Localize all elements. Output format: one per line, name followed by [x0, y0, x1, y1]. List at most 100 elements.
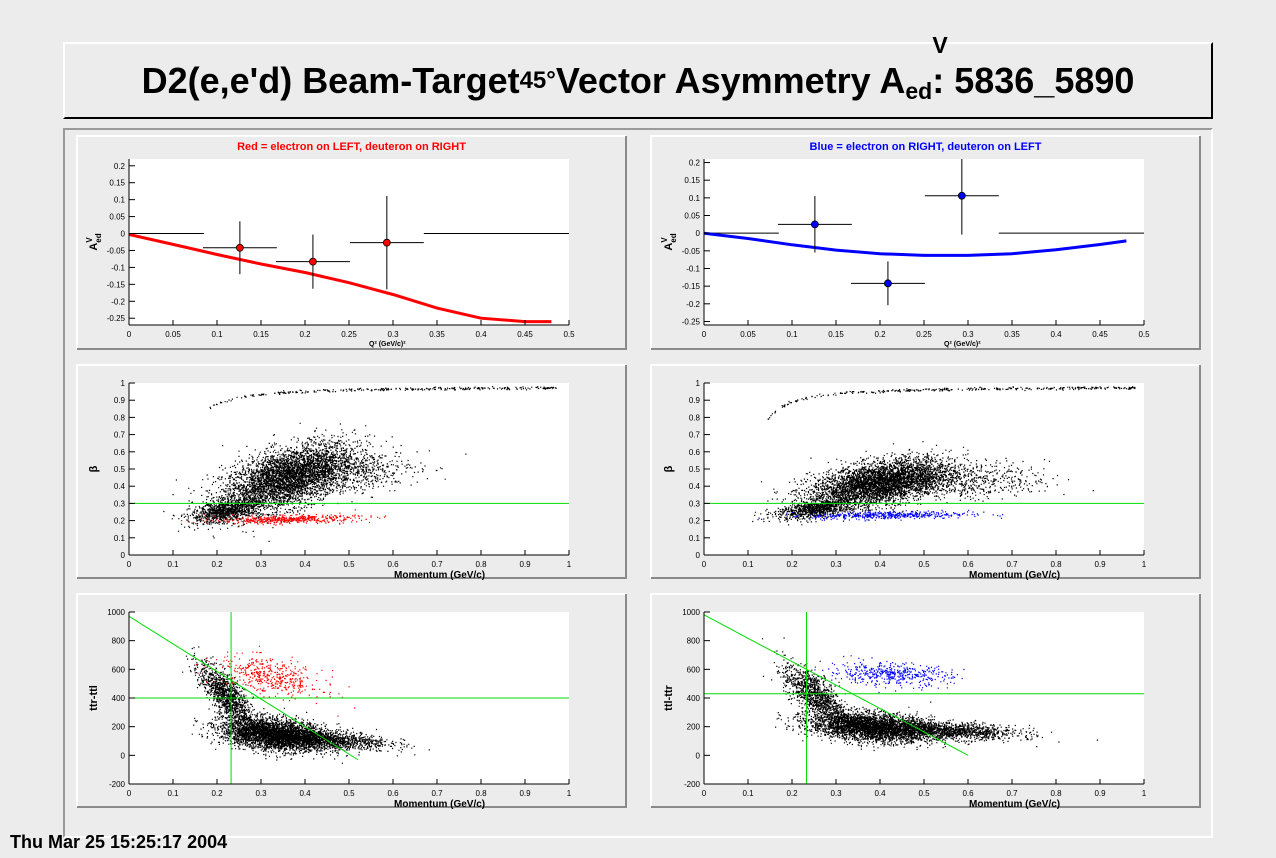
x-tick-label: 0.7: [1006, 560, 1018, 569]
y-tick-label: 600: [112, 665, 126, 674]
x-tick-label: 0.5: [563, 330, 575, 339]
x-tick-label: 0.2: [211, 560, 223, 569]
y-tick-label: -0.2: [686, 300, 700, 309]
y-tick-label: 0.2: [114, 517, 126, 526]
y-tick-label: 0.7: [114, 431, 126, 440]
x-tick-label: 0.45: [1092, 330, 1108, 339]
x-tick-label: 0.4: [299, 789, 311, 798]
page-title: D2(e,e'd) Beam-Target 45° Vector Asymmetr…: [63, 32, 1213, 119]
x-tick-label: 0.3: [830, 560, 842, 569]
y-tick-label: 0.1: [114, 534, 126, 543]
y-tick-label: 800: [112, 637, 126, 646]
y-tick-label: 0.1: [689, 534, 701, 543]
scatter-cloud-2: [222, 719, 430, 757]
y-axis-label: β: [663, 465, 675, 472]
y-tick-label: -0.2: [111, 297, 125, 306]
y-tick-label: 1000: [682, 608, 700, 617]
pad-bevel-light: [76, 135, 626, 349]
point-marker: [957, 191, 966, 200]
x-tick-label: 0.9: [1094, 789, 1106, 798]
x-tick-label: 1: [1142, 789, 1147, 798]
point-marker: [235, 243, 244, 252]
x-tick-label: 0.3: [387, 330, 399, 339]
x-tick-label: 0: [702, 330, 707, 339]
y-tick-label: -0.15: [107, 280, 126, 289]
cut-diagonal-0: [129, 615, 359, 761]
x-tick-label: 0.1: [742, 560, 754, 569]
plot-area: [704, 612, 1144, 784]
y-tick-label: 0.8: [114, 413, 126, 422]
title-prefix: D2(e,e'd) Beam-Target: [141, 59, 520, 101]
y-tick-label: 0.2: [689, 159, 701, 168]
x-axis-label: Momentum (GeV/c): [394, 570, 485, 581]
x-tick-label: 0.3: [962, 330, 974, 339]
chart-asym-left: 0 0.05 0.1 0.15 0.2 0.25 0.3 0.35 0.4 0.45 0.5 -0.2…: [76, 135, 627, 350]
y-axis-label: AVed: [660, 233, 678, 250]
x-tick-label: 0.9: [1094, 560, 1106, 569]
plot-contents: [129, 386, 569, 542]
pad-bevel-dark: [77, 594, 627, 808]
x-tick-label: 0.5: [343, 789, 355, 798]
x-tick-label: 0.9: [519, 789, 531, 798]
y-tick-label: 0.4: [689, 482, 701, 491]
x-tick-label: 0.3: [255, 789, 267, 798]
y-tick-label: 0.8: [689, 413, 701, 422]
x-tick-label: 1: [567, 560, 572, 569]
y-tick-label: 0: [696, 229, 701, 238]
y-tick-label: 0.2: [689, 517, 701, 526]
y-tick-label: 0.9: [114, 396, 126, 405]
x-tick-label: 0.4: [874, 789, 886, 798]
x-tick-label: 0.2: [299, 330, 311, 339]
y-axis-label: ttl-ttr: [663, 684, 675, 710]
y-tick-label: -0.15: [682, 282, 701, 291]
scatter-cloud-0: [163, 422, 431, 542]
data-point-0: [777, 196, 852, 253]
x-tick-label: 0.35: [1004, 330, 1020, 339]
y-tick-label: 200: [687, 723, 701, 732]
y-tick-label: -0.25: [107, 314, 126, 323]
y-tick-label: 1: [121, 379, 126, 388]
scatter-points: [775, 699, 1005, 752]
x-axis-label: Momentum (GeV/c): [969, 570, 1060, 581]
pad-bevel-dark: [77, 365, 627, 579]
x-tick-label: 0.05: [165, 330, 181, 339]
y-axis-label: AVed: [85, 233, 103, 250]
title-angle: 45°: [519, 66, 556, 94]
pad-bevel-dark: [651, 365, 1201, 579]
plot-contents: [129, 195, 569, 324]
x-tick-label: 0.9: [519, 560, 531, 569]
x-tick-label: 0.1: [167, 789, 179, 798]
x-tick-label: 0.15: [828, 330, 844, 339]
pad-bevel-light: [650, 364, 1200, 578]
scatter-points: [171, 489, 291, 530]
y-tick-label: 0.4: [114, 482, 126, 491]
y-tick-label: 0.6: [689, 448, 701, 457]
scatter-points: [191, 704, 389, 764]
x-tick-label: 0.5: [918, 789, 930, 798]
x-tick-label: 0.4: [874, 560, 886, 569]
x-tick-label: 0.7: [431, 789, 443, 798]
x-axis-label: Q² (GeV/c)²: [369, 341, 406, 348]
y-tick-label: 0: [696, 551, 701, 560]
y-tick-label: 0.3: [114, 499, 126, 508]
scatter-points: [814, 655, 965, 694]
x-tick-label: 0.3: [830, 789, 842, 798]
scatter-cloud-1: [761, 637, 867, 746]
pad-bevel-dark: [77, 136, 627, 350]
scatter-cloud-3: [754, 509, 1004, 522]
y-tick-label: 0.15: [684, 176, 700, 185]
pad-bevel-dark: [651, 136, 1201, 350]
x-tick-label: 1: [567, 789, 572, 798]
x-tick-label: 0.25: [341, 330, 357, 339]
y-tick-label: 1: [696, 379, 701, 388]
x-tick-label: 0.6: [962, 789, 974, 798]
point-marker: [884, 279, 892, 288]
x-tick-label: 0.6: [962, 560, 974, 569]
x-tick-label: 0.7: [1006, 789, 1018, 798]
pad-bevel-light: [76, 593, 626, 807]
y-tick-label: 600: [687, 665, 701, 674]
scatter-points: [842, 716, 1098, 748]
plot-contents: [129, 612, 569, 784]
x-tick-label: 0.2: [211, 789, 223, 798]
